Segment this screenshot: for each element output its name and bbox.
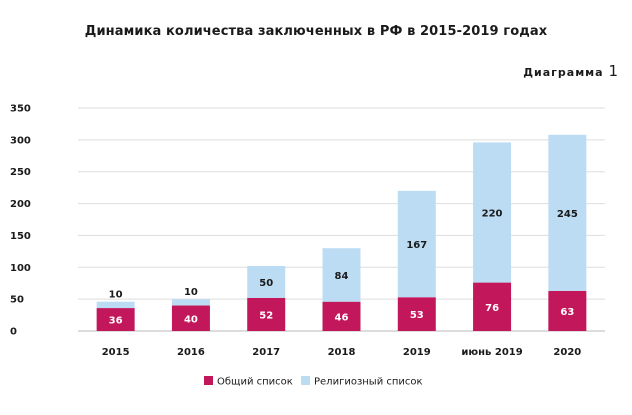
x-category-label: 2016 bbox=[177, 347, 205, 358]
y-tick-label: 50 bbox=[10, 295, 24, 306]
bar-general bbox=[548, 290, 587, 331]
data-label-general: 36 bbox=[109, 316, 123, 327]
x-category-label: 2017 bbox=[252, 347, 280, 358]
x-category-label: 2019 bbox=[403, 347, 431, 358]
chart-title: Динамика количества заключенных в РФ в 2… bbox=[84, 24, 548, 39]
data-label-religious: 245 bbox=[557, 209, 578, 220]
data-label-religious: 220 bbox=[482, 208, 503, 219]
legend-swatch-religious bbox=[301, 376, 310, 385]
value-labels: 36 10 40 10 52 50 46 84 53 167 76 220 63 245 bbox=[109, 208, 578, 326]
bar-general bbox=[96, 308, 135, 331]
y-tick-label: 100 bbox=[10, 263, 31, 274]
data-label-religious: 10 bbox=[109, 290, 123, 301]
data-label-general: 52 bbox=[259, 310, 273, 321]
data-label-religious: 84 bbox=[335, 271, 349, 282]
caption-number: 1 bbox=[608, 62, 618, 80]
bar-religious bbox=[397, 190, 436, 298]
caption-word: Диаграмма bbox=[523, 66, 604, 79]
legend-swatch-general bbox=[204, 376, 213, 385]
bar-general bbox=[322, 301, 361, 331]
bars bbox=[96, 134, 587, 331]
y-axis-ticks: 0 50 100 150 200 250 300 350 bbox=[10, 104, 31, 338]
data-label-religious: 50 bbox=[259, 278, 273, 289]
y-tick-label: 350 bbox=[10, 104, 31, 115]
bar-religious bbox=[96, 301, 135, 309]
data-label-general: 63 bbox=[560, 307, 574, 318]
bar-general bbox=[247, 297, 286, 331]
x-axis-categories: 2015 2016 2017 2018 2019 июнь 2019 2020 bbox=[102, 347, 582, 358]
y-tick-label: 300 bbox=[10, 135, 31, 146]
bar-religious bbox=[473, 142, 512, 283]
x-category-label: 2020 bbox=[553, 347, 581, 358]
bar-general bbox=[473, 282, 512, 331]
data-label-general: 40 bbox=[184, 314, 198, 325]
y-tick-label: 150 bbox=[10, 231, 31, 242]
data-label-religious: 10 bbox=[184, 287, 198, 298]
bar-religious bbox=[548, 134, 587, 291]
x-category-label: 2015 bbox=[102, 347, 130, 358]
x-category-label: 2018 bbox=[328, 347, 356, 358]
y-tick-label: 250 bbox=[10, 167, 31, 178]
bar-general bbox=[171, 305, 210, 331]
data-label-religious: 167 bbox=[406, 240, 427, 251]
x-category-label: июнь 2019 bbox=[461, 347, 522, 358]
data-label-general: 53 bbox=[410, 310, 424, 321]
diagram-caption: Диаграмма 1 bbox=[523, 62, 618, 80]
data-label-general: 76 bbox=[485, 303, 499, 314]
bar-religious bbox=[171, 299, 210, 306]
bar-general bbox=[397, 297, 436, 331]
legend-label-religious: Религиозный список bbox=[314, 377, 423, 388]
data-label-general: 46 bbox=[335, 312, 349, 323]
y-tick-label: 0 bbox=[10, 327, 17, 338]
legend-label-general: Общий список bbox=[217, 377, 293, 388]
legend: Общий список Религиозный список bbox=[204, 376, 423, 388]
bar-religious bbox=[322, 248, 361, 302]
bar-religious bbox=[247, 266, 286, 298]
y-tick-label: 200 bbox=[10, 199, 31, 210]
